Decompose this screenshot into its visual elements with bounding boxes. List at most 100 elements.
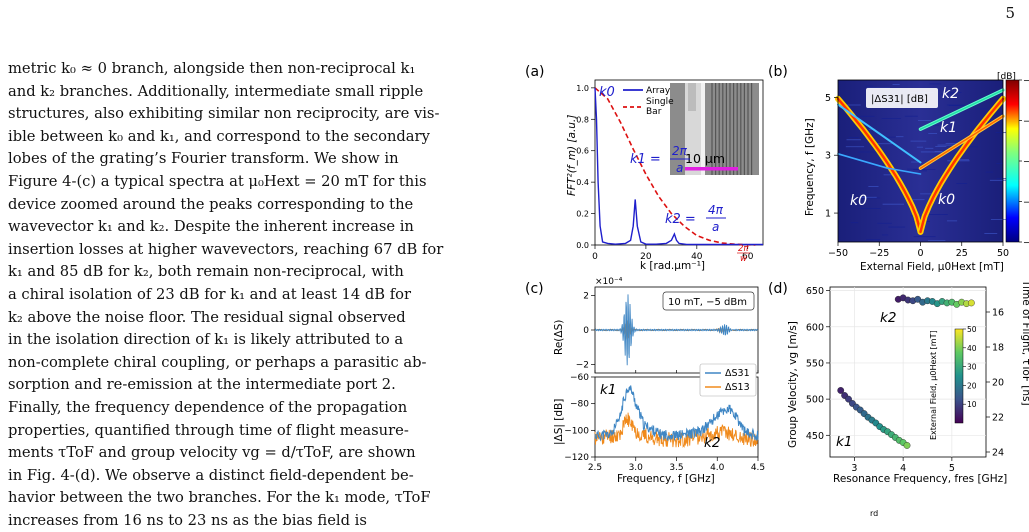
panel-c-bottom-ylabel: |ΔS| [dB] [553,399,565,445]
dispersion-branch [919,89,1004,130]
y-tick-label: 1 [825,209,831,220]
figure-4: (a) (b) (c) (d) 0 20 40 600.00.20.40.60.81.… [525,64,1029,518]
body-text-line: havior between the two branches. For the… [8,489,431,507]
panel-label-b: (b) [768,64,788,80]
y-tick-label: 450 [806,431,824,442]
y-tick-label: 500 [806,395,824,406]
y-tick-label: 0.8 [576,115,589,124]
body-text-line: properties, quantified through time of f… [8,421,409,439]
annot-k2-c: k2 [704,435,720,451]
x-tick-label: 3 [851,463,857,474]
panel-c: 2.5 3.0 3.5 4.0 4.5−202−60−80−100−120 ×10⁻⁴ … [553,277,765,485]
legend-c-s31: ΔS31 [725,368,750,379]
body-text-line: lobes of the grating’s Fourier transform… [8,150,399,168]
annot-k1: k1 = [630,152,661,167]
body-text-line: ments τToF and group velocity vg = d/τTo… [8,444,416,462]
colorbar-tick-label: −90 [1023,198,1029,208]
right-tick-label: 22 [992,413,1004,424]
colorbar-tick-label: 10 [967,400,977,409]
annot-k0-right: k0 [938,192,955,208]
sem-inset-image [670,83,759,175]
y-tick-label: −80 [570,400,589,410]
colorbar-d [955,329,963,423]
panel-d-ylabel: Group Velocity, vg [m/s] [787,321,799,448]
body-text-line: wavevector k₁ and k₂. Despite the inhere… [8,218,414,236]
y-tick-label: 5 [825,93,831,104]
red-tick-num: 2π [738,244,749,254]
body-text-line: k₁ and 85 dB for k₂, both remain non-rec… [8,263,404,281]
legend-c [699,363,757,397]
body-text-line: device zoomed around the peaks correspon… [8,195,414,213]
body-text-line: in Fig. 4-(d). We observe a distinct fie… [8,466,414,484]
body-text-line: structures, also exhibiting similar non … [8,105,440,123]
page-number: 5 [1005,4,1015,22]
y-tick-label: 0.6 [576,147,589,156]
x-tick-label: 4.0 [710,463,725,473]
y-tick-label: −120 [564,453,589,463]
annot-k1-d: k1 [836,434,852,450]
y-tick-label: −60 [570,373,589,383]
panel-d-ylabel-right: Time of Flight, τToF [ns] [1020,279,1029,406]
inset-label-box [866,88,938,108]
y-tick-label: 1.0 [576,84,589,93]
body-text-line: non-complete chiral coupling, or perhaps… [8,353,427,371]
annot-k2: k2 = [665,212,696,227]
dispersion-branch [919,115,1004,169]
x-tick-label: 20 [640,252,652,262]
panel-b-xlabel: External Field, μ0Hext [mT] [860,261,1004,273]
annot-k0-left: k0 [850,193,867,209]
body-text-line: ible between k₀ and k₁, and correspond t… [8,127,430,145]
x-tick-label: 0 [917,248,923,259]
condition-label: 10 mT, −5 dBm [668,297,747,308]
panel-d-xlabel: Resonance Frequency, fres [GHz] [833,473,1007,485]
bottom-series-s13 [594,412,759,448]
panel-a-frame [594,79,764,246]
annot-k1-den: a [676,161,683,175]
annot-k2-num: 4π [708,203,724,217]
y-tick-label: 0.4 [576,178,589,187]
dispersion-branch [919,97,1005,234]
panel-c-exponent: ×10⁻⁴ [595,277,623,287]
x-tick-label: −50 [828,248,848,259]
x-tick-label: 2.5 [588,463,602,473]
dispersion-branch [837,153,922,175]
x-tick-label: 25 [956,248,968,259]
panel-b-ylabel: Frequency, f [GHz] [804,118,816,216]
colorbar-tick-label: 50 [967,325,977,334]
colorbar-tick-label: −70 [1023,117,1029,127]
dispersion-branch [837,103,922,164]
colorbar-tick-label: −60 [1023,77,1029,87]
right-tick-label: 18 [992,343,1004,354]
panel-c-top-ylabel: Re(ΔS) [553,320,565,355]
panel-b: −50 −25 0 25 50 1 3 5 |ΔS31| [dB] k0 k0 k1 k2 −… [804,72,1029,273]
series-array [594,87,763,246]
x-tick-label: −25 [869,248,889,259]
y-tick-label: 3 [825,151,831,162]
body-text-column: metric k₀ ≈ 0 branch, alongside then non… [8,58,502,532]
right-tick-label: 20 [992,378,1004,389]
heatmap-inset-label: |ΔS31| [dB] [871,94,928,105]
legend-c-s13: ΔS13 [725,382,750,393]
colorbar-d-label: External Field, μ0Hext [mT] [929,330,938,440]
panel-a: 0 20 40 60 0.0 0.2 0.4 0.6 0.8 1.0 10 μm Array Si… [566,79,764,272]
x-tick-label: 50 [997,248,1009,259]
body-text-line: k₂ above the noise floor. The residual s… [8,308,406,326]
colorbar-tick-label: 20 [967,381,977,390]
panel-label-c: (c) [525,281,544,297]
red-tick-den: w [740,254,747,264]
colorbar-tick-label: −80 [1023,158,1029,168]
caption-fragment: rd [870,509,878,518]
data-point-k2 [967,299,975,307]
body-text-line: and k₂ branches. Additionally, intermedi… [8,82,424,100]
body-text-line: insertion losses at higher wavevectors, … [8,240,444,258]
colorbar-b-unit: [dB] [997,72,1016,82]
body-text-line: sorption and re-emission at the intermed… [8,376,396,394]
top-series-s31 [594,294,759,366]
x-tick-label: 3.5 [669,463,683,473]
y-tick-label: 0.0 [576,241,589,250]
body-text-line: metric k₀ ≈ 0 branch, alongside then non… [8,60,416,77]
x-tick-label: 5 [949,463,955,474]
x-tick-label: 60 [742,252,754,262]
x-tick-label: 0 [592,252,598,262]
